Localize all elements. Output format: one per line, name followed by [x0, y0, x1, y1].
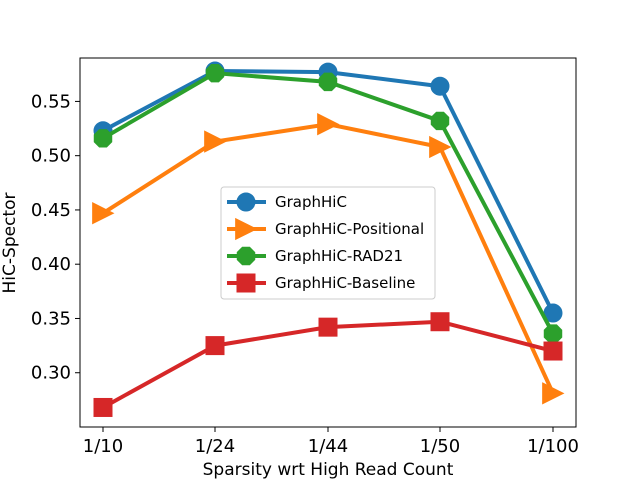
y-tick-label: 0.55: [31, 91, 71, 112]
data-point-graphhic-rad21: [318, 72, 338, 92]
x-axis-label: Sparsity wrt High Read Count: [203, 460, 454, 480]
data-point-graphhic: [430, 76, 450, 96]
legend-item-graphhic-rad21: GraphHiC-RAD21: [227, 246, 403, 266]
plot-marks: [92, 61, 565, 417]
axes: 1/10 1/24 1/44 1/50 1/100 0.30 0.35 0.40 0.45 0.5…: [31, 91, 579, 457]
legend: GraphHiC GraphHiC-Positional GraphHiC-RAD2…: [220, 186, 436, 300]
data-point-graphhic-rad21: [205, 63, 225, 83]
data-point-graphhic-positional: [204, 130, 227, 153]
legend-item-graphhic: GraphHiC: [227, 192, 347, 212]
x-tick-label: 1/50: [420, 436, 460, 457]
data-point-graphhic-baseline: [543, 341, 563, 361]
y-axis-label: HiC-Spector: [0, 193, 20, 294]
data-point-graphhic-rad21: [543, 324, 563, 343]
legend-item-graphhic-positional: GraphHiC-Positional: [227, 217, 424, 241]
y-tick-label: 0.40: [31, 254, 71, 275]
legend-marker-graphhic-rad21: [236, 246, 256, 266]
x-tick-label: 1/44: [308, 436, 348, 457]
legend-label-graphhic-rad21: GraphHiC-RAD21: [275, 247, 403, 265]
legend-label-graphhic-baseline: GraphHiC-Baseline: [275, 274, 415, 292]
series-graphhic-baseline: [93, 312, 563, 417]
data-point-graphhic-baseline: [93, 397, 113, 417]
legend-marker-graphhic-baseline: [236, 273, 256, 293]
data-point-graphhic-positional: [92, 202, 115, 225]
legend-label-graphhic: GraphHiC: [275, 193, 347, 211]
x-tick-label: 1/100: [527, 436, 579, 457]
series-graphhic-rad21: [93, 63, 563, 343]
legend-marker-graphhic: [236, 192, 256, 212]
x-tick-label: 1/24: [195, 436, 235, 457]
y-tick-label: 0.35: [31, 308, 71, 329]
data-point-graphhic-baseline: [205, 336, 225, 356]
x-tick-label: 1/10: [83, 436, 123, 457]
legend-box: [220, 186, 436, 300]
legend-marker-graphhic-positional: [235, 217, 258, 241]
series-graphhic-positional: [92, 113, 565, 405]
y-tick-label: 0.30: [31, 363, 71, 384]
legend-label-graphhic-positional: GraphHiC-Positional: [275, 220, 424, 238]
data-point-graphhic-rad21: [430, 111, 450, 131]
data-point-graphhic-baseline: [318, 317, 338, 337]
y-tick-label: 0.50: [31, 146, 71, 167]
legend-item-graphhic-baseline: GraphHiC-Baseline: [227, 273, 415, 293]
data-point-graphhic-positional: [317, 113, 340, 136]
data-point-graphhic-rad21: [93, 129, 113, 148]
data-point-graphhic-positional: [429, 135, 452, 159]
data-point-graphhic-baseline: [430, 312, 450, 332]
y-tick-label: 0.45: [31, 200, 71, 221]
data-point-graphhic-positional: [542, 382, 565, 405]
